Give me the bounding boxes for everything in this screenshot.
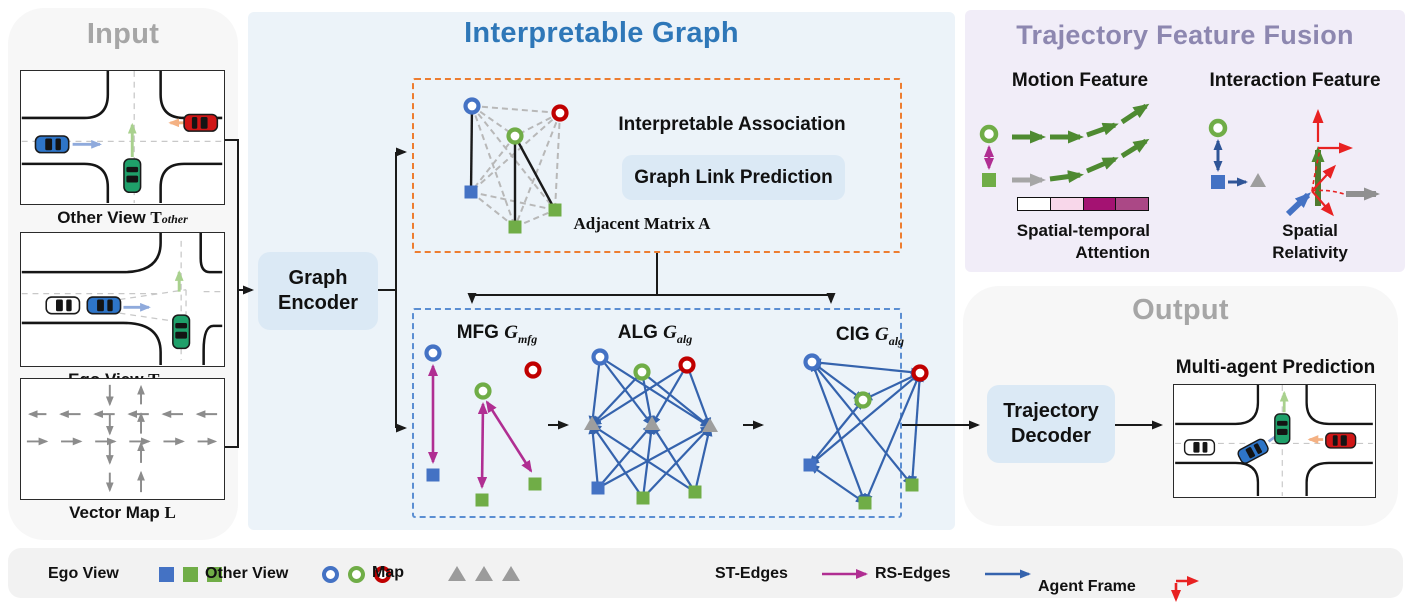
- mfg-name: MFG: [456, 322, 505, 343]
- interaction-caption-line1: Spatial: [1282, 221, 1338, 240]
- interaction-feature-drawing: [1208, 109, 1380, 217]
- interaction-feature-heading: Interaction Feature: [1209, 70, 1381, 91]
- legend-ego-view: Ego View: [48, 565, 222, 583]
- white-car: [45, 296, 81, 315]
- legend-st-edges: ST-Edges: [715, 565, 876, 583]
- legend-other-view-label: Other View: [205, 565, 289, 582]
- cig-label: CIG Galg: [805, 324, 935, 349]
- legend-map: Map: [372, 564, 520, 582]
- other-view-symbol: T: [150, 208, 162, 227]
- green-car: [123, 158, 142, 194]
- legend-ego-view-label: Ego View: [48, 565, 119, 582]
- mfg-graph: [424, 344, 542, 507]
- red-car: [183, 113, 219, 132]
- white-car: [1183, 439, 1216, 456]
- adjacent-matrix-label: Adjacent Matrix A: [573, 214, 711, 233]
- attention-bar-segment-3: [1083, 198, 1117, 210]
- other-view-scene: [20, 70, 225, 205]
- ego-view-scene: [20, 232, 225, 367]
- st-edge-arrow-icon: [821, 569, 868, 579]
- cig-subscript: alg: [888, 333, 905, 348]
- agent-frame-icon: [1170, 576, 1199, 602]
- other-red-circle-icon: [374, 565, 392, 583]
- prediction-label: Multi-agent Prediction: [1175, 357, 1376, 378]
- prediction-scene: [1173, 384, 1376, 498]
- association-heading: Interpretable Association: [618, 114, 846, 135]
- legend-st-edges-label: ST-Edges: [715, 565, 788, 582]
- map-triangle-icon: [475, 565, 493, 581]
- blue-car: [1235, 436, 1271, 466]
- legend-rs-edges-label: RS-Edges: [875, 565, 951, 582]
- legend-agent-frame-label: Agent Frame: [1038, 578, 1136, 595]
- green-car: [1274, 413, 1291, 445]
- association-graph: [463, 97, 569, 234]
- ego-green-square-icon: [206, 566, 222, 582]
- map-triangle-icon: [448, 565, 466, 581]
- cig-symbol: G: [874, 324, 889, 345]
- alg-symbol: G: [663, 322, 677, 343]
- rs-edge-arrow-icon: [984, 569, 1031, 579]
- other-view-drawing: [21, 71, 223, 203]
- prediction-drawing: [1175, 385, 1373, 496]
- red-car: [1325, 432, 1357, 449]
- mfg-label: MFG Gmfg: [432, 322, 562, 347]
- vector-map-drawing: [26, 384, 218, 493]
- output-title: Output: [1132, 294, 1229, 326]
- motion-feature-heading: Motion Feature: [1011, 70, 1149, 91]
- alg-name: ALG: [617, 322, 664, 343]
- vector-map-symbol: L: [164, 503, 176, 522]
- legend-other-view: Other View: [205, 565, 392, 583]
- vector-map-label-text: Vector Map: [69, 503, 165, 522]
- vector-map-scene: [20, 378, 225, 500]
- cig-graph: [803, 353, 929, 510]
- interaction-caption-line2: Relativity: [1272, 243, 1348, 263]
- alg-graph: [584, 348, 718, 505]
- other-view-label-text: Other View: [57, 208, 151, 227]
- vector-map-label: Vector Map L: [20, 503, 225, 523]
- blue-car: [86, 296, 122, 315]
- ego-view-drawing: [21, 233, 223, 365]
- graph-encoder-box: Graph Encoder: [258, 252, 378, 330]
- attention-bar-segment-2: [1050, 198, 1084, 210]
- trajectory-decoder-box: Trajectory Decoder: [987, 385, 1115, 463]
- motion-caption: Spatial-temporal Attention: [1005, 220, 1150, 264]
- legend-agent-frame: Agent Frame: [1038, 565, 1208, 604]
- legend-rs-edges: RS-Edges: [875, 565, 1039, 583]
- alg-label: ALG Galg: [590, 322, 720, 347]
- association-box: [412, 78, 902, 253]
- green-car: [172, 314, 191, 350]
- mfg-symbol: G: [504, 322, 518, 343]
- interaction-caption: Spatial Relativity: [1250, 220, 1370, 264]
- input-title: Input: [86, 18, 160, 50]
- interpretable-graph-title: Interpretable Graph: [464, 17, 739, 49]
- motion-caption-line2: Attention: [1075, 243, 1150, 263]
- other-blue-circle-icon: [322, 565, 340, 583]
- ego-blue-square-icon: [158, 566, 174, 582]
- alg-subscript: alg: [676, 331, 693, 346]
- legend-map-label: Map: [372, 564, 404, 581]
- attention-bar-segment-1: [1018, 198, 1051, 210]
- motion-caption-line1: Spatial-temporal: [1016, 221, 1150, 240]
- attention-bar: [1017, 197, 1149, 211]
- mfg-subscript: mfg: [517, 331, 538, 346]
- graph-link-prediction-box: Graph Link Prediction: [622, 155, 845, 200]
- legend-bar: [8, 548, 1403, 598]
- other-green-circle-icon: [348, 565, 366, 583]
- fusion-title: Trajectory Feature Fusion: [1016, 20, 1354, 50]
- map-triangle-icon: [502, 565, 520, 581]
- motion-feature-drawing: [979, 103, 1150, 187]
- attention-bar-segment-4: [1116, 198, 1148, 210]
- other-view-subscript: other: [161, 212, 188, 226]
- other-view-label: Other View Tother: [20, 208, 225, 228]
- blue-car: [34, 135, 70, 154]
- cig-name: CIG: [835, 324, 875, 345]
- ego-green-square-icon: [182, 566, 198, 582]
